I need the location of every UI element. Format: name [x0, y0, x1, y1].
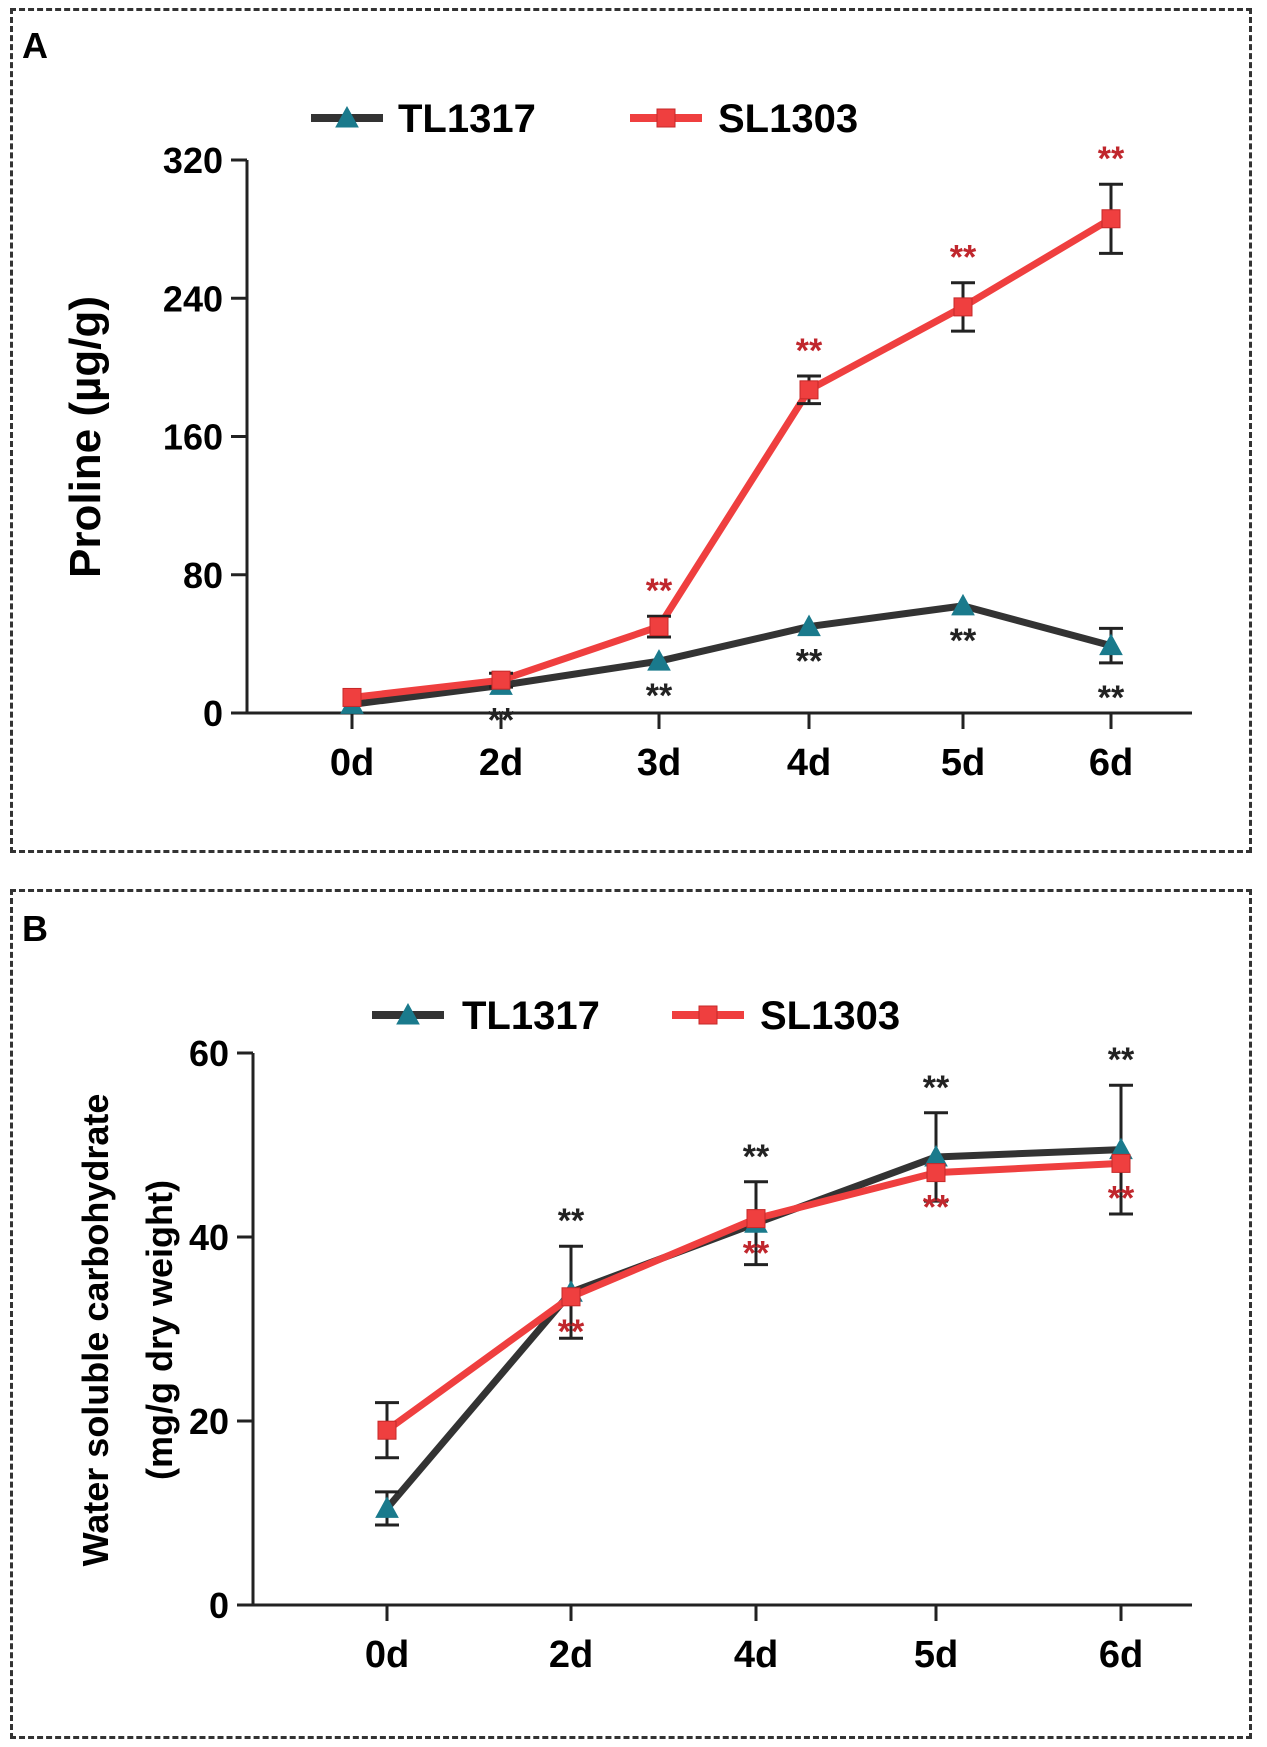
y-axis-title: Water soluble carbohydrate — [75, 1094, 116, 1567]
significance-mark: ** — [488, 701, 515, 739]
data-point-TL1317 — [1099, 633, 1123, 656]
significance-mark: ** — [923, 1189, 950, 1227]
y-tick-label: 320 — [163, 140, 223, 181]
y-tick-label: 60 — [189, 1033, 229, 1074]
data-point-SL1303 — [1101, 209, 1121, 229]
significance-mark: ** — [646, 677, 673, 715]
significance-mark: ** — [1098, 679, 1125, 717]
data-point-TL1317 — [951, 593, 975, 616]
data-point-TL1317 — [797, 614, 821, 637]
x-tick-label: 4d — [787, 742, 831, 784]
chart-a: A 0 80 160 240 320 0d 2d 3d 4d 5d 6d Proline (µg/g) T… — [22, 25, 1192, 784]
x-tick-label: 0d — [365, 1634, 409, 1676]
data-point-TL1317 — [335, 105, 359, 128]
data-point-SL1303 — [698, 1005, 718, 1025]
series-line-SL1303 — [384, 1159, 1122, 1434]
significance-mark: ** — [646, 572, 673, 610]
data-point-SL1303 — [926, 1163, 946, 1183]
x-tick-label: 5d — [941, 742, 985, 784]
panel-b — [10, 889, 1252, 1739]
x-tick-label: 6d — [1089, 742, 1133, 784]
x-tick-label: 2d — [549, 1634, 593, 1676]
y-tick-label: 0 — [209, 1585, 229, 1626]
series-line-SL1303 — [351, 215, 1113, 701]
legend-label: TL1317 — [462, 994, 600, 1038]
y-axis-title-units: (mg/g dry weight) — [139, 1180, 180, 1480]
x-tick-label: 2d — [479, 742, 523, 784]
chart-b: B 0 20 40 60 0d 2d 4d 5d 6d Water soluble carbohyd… — [22, 908, 1192, 1676]
series-line-TL1317 — [384, 1146, 1122, 1511]
data-point-SL1303 — [1111, 1153, 1131, 1173]
y-axis-title: Proline (µg/g) — [61, 296, 110, 578]
series-line-TL1317 — [351, 602, 1112, 708]
data-point-SL1303 — [656, 108, 676, 128]
x-tick-label: 6d — [1099, 1634, 1143, 1676]
data-point-SL1303 — [649, 617, 669, 637]
legend-label: SL1303 — [718, 97, 858, 141]
data-point-TL1317 — [647, 649, 671, 671]
x-tick-label: 3d — [637, 742, 681, 784]
panel-label: A — [22, 25, 48, 66]
significance-mark: ** — [1108, 1041, 1135, 1079]
significance-mark: ** — [743, 1235, 770, 1273]
legend-label: TL1317 — [398, 97, 536, 141]
significance-mark: ** — [1108, 1179, 1135, 1217]
significance-mark: ** — [796, 332, 823, 370]
data-point-SL1303 — [342, 687, 362, 707]
y-tick-label: 240 — [163, 278, 223, 319]
significance-mark: ** — [950, 622, 977, 660]
y-tick-label: 80 — [183, 555, 223, 596]
y-tick-label: 40 — [189, 1217, 229, 1258]
significance-mark: ** — [1098, 140, 1125, 178]
y-tick-label: 160 — [163, 417, 223, 458]
significance-mark: ** — [796, 643, 823, 681]
data-point-SL1303 — [491, 670, 511, 690]
x-tick-label: 4d — [734, 1634, 778, 1676]
panel-a — [10, 8, 1252, 853]
significance-mark: ** — [743, 1138, 770, 1176]
legend-label: SL1303 — [760, 994, 900, 1038]
significance-mark: ** — [923, 1069, 950, 1107]
significance-mark: ** — [558, 1202, 585, 1240]
panel-label: B — [22, 908, 48, 949]
data-point-TL1317 — [375, 1496, 399, 1518]
data-point-SL1303 — [746, 1209, 766, 1229]
x-tick-label: 0d — [330, 742, 374, 784]
significance-mark: ** — [558, 1313, 585, 1351]
data-point-SL1303 — [561, 1287, 581, 1307]
data-point-TL1317 — [396, 1002, 420, 1025]
y-tick-label: 0 — [203, 693, 223, 734]
data-point-SL1303 — [799, 380, 819, 400]
significance-mark: ** — [950, 239, 977, 277]
x-tick-label: 5d — [914, 1634, 958, 1676]
data-point-SL1303 — [953, 297, 973, 317]
data-point-SL1303 — [377, 1420, 397, 1440]
y-tick-label: 20 — [189, 1401, 229, 1442]
